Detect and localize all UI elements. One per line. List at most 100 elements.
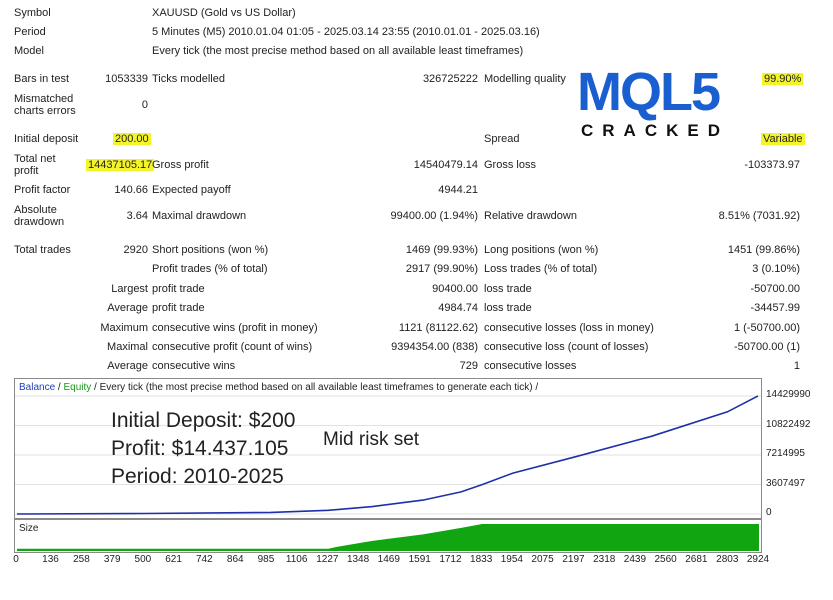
gross-loss-label: Gross loss bbox=[484, 159, 536, 171]
size-panel: Size bbox=[14, 519, 762, 553]
mismatch-label: Mismatched charts errors bbox=[14, 93, 76, 117]
average-consecutive-wins-value: 729 bbox=[459, 360, 478, 372]
chart-header-equity: Equity bbox=[63, 382, 92, 393]
x-tick-label: 2924 bbox=[746, 554, 770, 565]
x-tick-label: 2197 bbox=[562, 554, 585, 565]
short-positions-value: 1469 (99.93%) bbox=[405, 244, 478, 256]
mismatch-value: 0 bbox=[141, 99, 148, 111]
x-tick-label: 379 bbox=[103, 554, 121, 565]
profit-trades-label: Profit trades (% of total) bbox=[152, 263, 268, 275]
balance-series-line bbox=[16, 395, 759, 515]
chart-header-balance: Balance bbox=[19, 382, 56, 393]
x-tick-label: 1591 bbox=[408, 554, 431, 565]
symbol-value: XAUUSD (Gold vs US Dollar) bbox=[152, 7, 296, 19]
chart-header-separator: / bbox=[55, 382, 64, 393]
loss-trades-value: 3 (0.10%) bbox=[752, 263, 800, 275]
average-loss-label: loss trade bbox=[484, 302, 532, 314]
absolute-drawdown-value: 3.64 bbox=[126, 210, 148, 222]
maximal-drawdown-label: Maximal drawdown bbox=[152, 210, 247, 222]
relative-drawdown-label: Relative drawdown bbox=[484, 210, 577, 222]
payoff-label: Expected payoff bbox=[152, 184, 231, 196]
ticks-label: Ticks modelled bbox=[152, 73, 225, 85]
x-tick-label: 1954 bbox=[500, 554, 523, 565]
maximal-consecutive-profit-value: 9394354.00 (838) bbox=[391, 341, 478, 353]
x-tick-label: 1712 bbox=[439, 554, 462, 565]
y-tick-label: 14429990 bbox=[766, 389, 811, 400]
x-tick-label: 2681 bbox=[685, 554, 708, 565]
y-tick-label: 3607497 bbox=[766, 477, 805, 489]
largest-label: Largest bbox=[111, 283, 148, 295]
balance-plot bbox=[15, 395, 761, 515]
average-consecutive-label: Average bbox=[107, 360, 148, 372]
long-positions-value: 1451 (99.86%) bbox=[727, 244, 800, 256]
long-positions-label: Long positions (won %) bbox=[484, 244, 599, 256]
x-tick-label: 1227 bbox=[316, 554, 339, 565]
period-value: 5 Minutes (M5) 2010.01.04 01:05 - 2025.0… bbox=[152, 26, 540, 38]
average-consecutive-losses-value: 1 bbox=[793, 360, 800, 372]
x-tick-label: 2803 bbox=[716, 554, 739, 565]
overlay-risk-note: Mid risk set bbox=[323, 429, 420, 450]
spread-label: Spread bbox=[484, 133, 520, 145]
period-label: Period bbox=[14, 26, 46, 38]
logo-main-text: MQL5 bbox=[577, 62, 720, 122]
gross-profit-label: Gross profit bbox=[152, 159, 209, 171]
x-tick-label: 136 bbox=[42, 554, 59, 565]
maximal-consecutive-profit-label: consecutive profit (count of wins) bbox=[152, 341, 313, 353]
chart-header-model: / Every tick (the most precise method ba… bbox=[91, 382, 539, 393]
overlay-profit: Profit: $14.437.105 bbox=[111, 437, 289, 460]
gross-loss-value: -103373.97 bbox=[744, 159, 800, 171]
max-consecutive-wins-label: consecutive wins (profit in money) bbox=[152, 322, 318, 334]
size-series-area bbox=[17, 524, 759, 551]
x-tick-label: 2318 bbox=[593, 554, 616, 565]
maximum-label: Maximum bbox=[100, 322, 148, 334]
total-trades-value: 2920 bbox=[123, 244, 148, 256]
x-tick-label: 621 bbox=[165, 554, 182, 565]
largest-loss-label: loss trade bbox=[484, 283, 532, 295]
gross-profit-value: 14540479.14 bbox=[413, 159, 478, 171]
y-tick-label: 7214995 bbox=[766, 448, 805, 459]
x-tick-label: 1106 bbox=[285, 554, 308, 565]
x-tick-label: 0 bbox=[13, 554, 19, 565]
model-value: Every tick (the most precise method base… bbox=[152, 45, 524, 57]
model-label: Model bbox=[14, 45, 44, 57]
average-loss-value: -34457.99 bbox=[750, 302, 800, 314]
overlay-period: Period: 2010-2025 bbox=[111, 465, 284, 488]
x-tick-label: 2560 bbox=[654, 554, 677, 565]
x-tick-label: 1833 bbox=[470, 554, 493, 565]
y-tick-label: 0 bbox=[766, 507, 772, 518]
max-consecutive-wins-value: 1121 (81122.62) bbox=[398, 322, 478, 334]
maximal-consecutive-loss-value: -50700.00 (1) bbox=[733, 341, 800, 353]
y-tick-label: 10822492 bbox=[766, 418, 811, 430]
maximal-consecutive-loss-label: consecutive loss (count of losses) bbox=[484, 341, 649, 353]
largest-loss-value: -50700.00 bbox=[750, 283, 800, 295]
net-profit-label: Total net profit bbox=[14, 153, 56, 177]
max-consecutive-losses-label: consecutive losses (loss in money) bbox=[484, 322, 654, 334]
payoff-value: 4944.21 bbox=[438, 184, 478, 196]
bars-value: 1053339 bbox=[105, 73, 148, 85]
x-axis: 0 136 258 379 500 621 742 864 985 1106 1227 1348 146… bbox=[13, 554, 774, 568]
short-positions-label: Short positions (won %) bbox=[152, 244, 269, 256]
net-profit-value: 14437105.17 bbox=[86, 159, 155, 171]
total-trades-label: Total trades bbox=[14, 244, 71, 256]
x-tick-label: 258 bbox=[73, 554, 90, 565]
max-consecutive-losses-value: 1 (-50700.00) bbox=[733, 322, 800, 334]
quality-value: 99.90% bbox=[762, 73, 804, 85]
balance-chart: Balance / Equity / Every tick (the most … bbox=[14, 378, 762, 519]
symbol-label: Symbol bbox=[14, 7, 51, 19]
size-plot bbox=[17, 524, 759, 551]
average-label: Average bbox=[107, 302, 148, 314]
profit-trades-value: 2917 (99.90%) bbox=[405, 263, 478, 275]
x-tick-label: 2075 bbox=[531, 554, 554, 565]
loss-trades-label: Loss trades (% of total) bbox=[484, 263, 598, 275]
x-tick-label: 1348 bbox=[346, 554, 370, 565]
x-tick-label: 500 bbox=[134, 554, 152, 565]
deposit-value: 200.00 bbox=[113, 133, 151, 145]
maximal-label: Maximal bbox=[107, 341, 148, 353]
x-tick-label: 2439 bbox=[623, 554, 647, 565]
largest-profit-value: 90400.00 bbox=[432, 283, 478, 295]
chart-header: Balance / Equity / Every tick (the most … bbox=[19, 382, 538, 393]
y-axis: 14429990 10822492 7214995 3607497 0 bbox=[762, 378, 832, 518]
logo-sub-text: CRACKED bbox=[581, 121, 729, 140]
profit-factor-value: 140.66 bbox=[114, 184, 148, 196]
average-consecutive-wins-label: consecutive wins bbox=[152, 360, 236, 372]
